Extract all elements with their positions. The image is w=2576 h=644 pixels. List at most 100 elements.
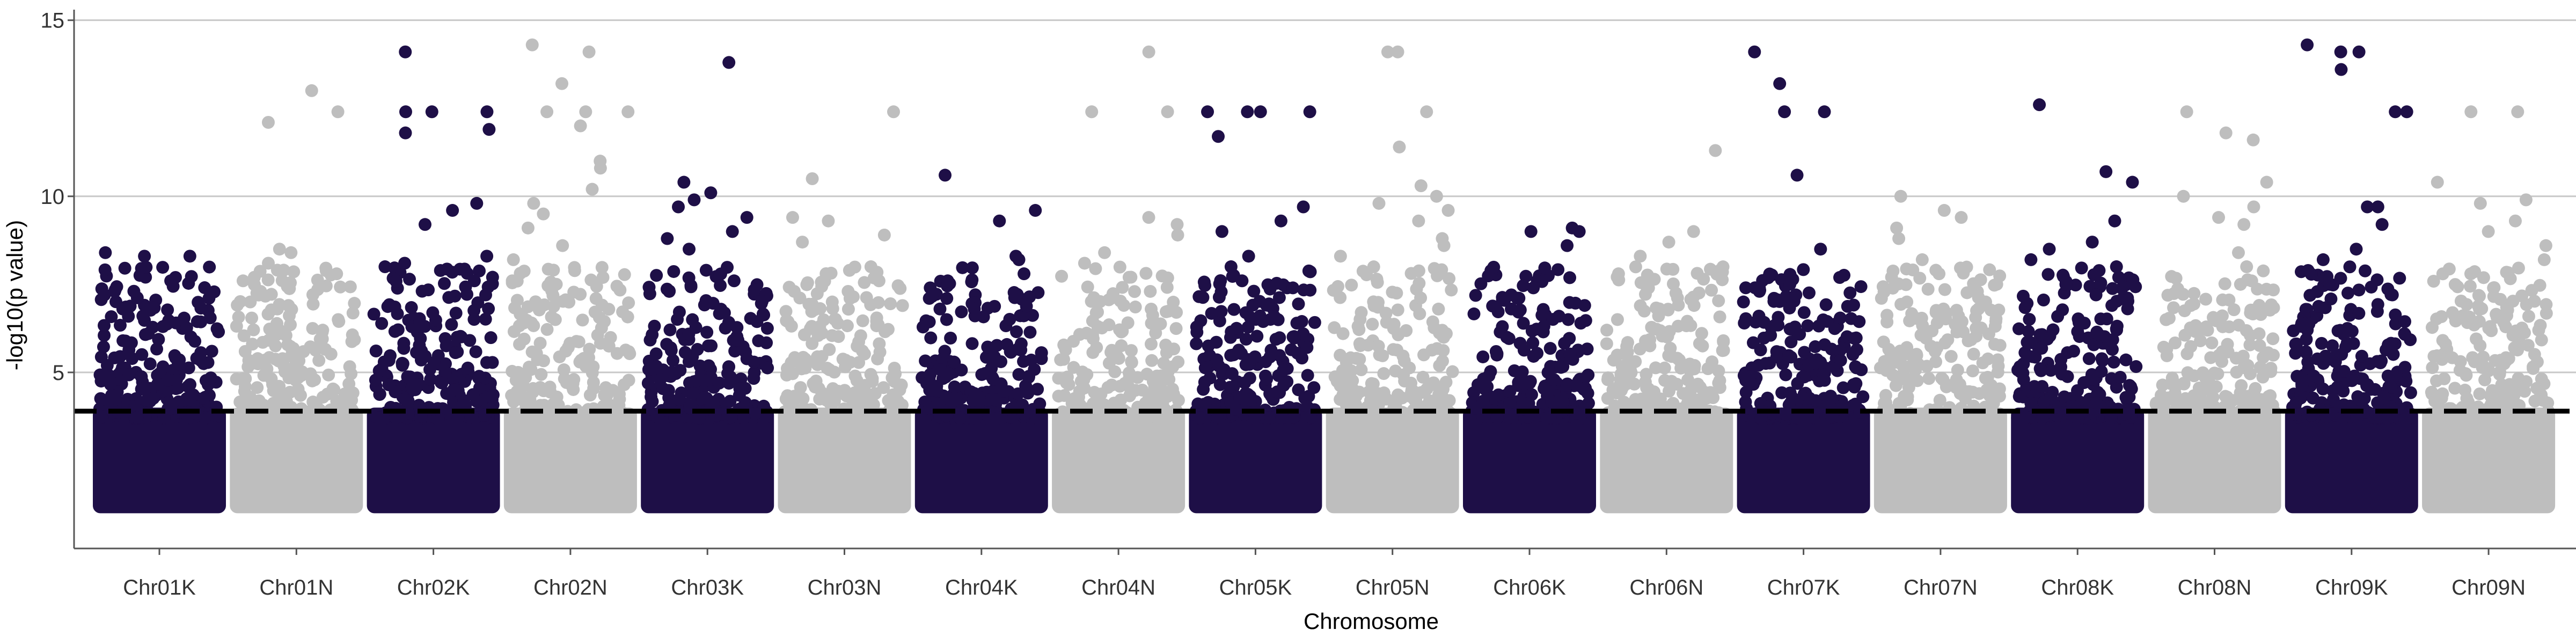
point bbox=[600, 389, 613, 402]
point bbox=[1712, 294, 1725, 308]
point-band-Chr05N bbox=[1326, 407, 1459, 514]
point bbox=[1848, 380, 1861, 394]
point bbox=[1058, 389, 1071, 402]
point bbox=[241, 360, 255, 374]
point bbox=[346, 412, 360, 425]
point bbox=[1432, 302, 1445, 316]
point bbox=[618, 268, 631, 281]
point bbox=[1147, 386, 1161, 399]
point bbox=[2352, 306, 2366, 320]
point-band-Chr01N bbox=[230, 407, 363, 514]
point-peak-Chr01K-6 bbox=[136, 309, 150, 323]
point bbox=[1793, 327, 1806, 341]
point-peak-Chr09K-11 bbox=[2323, 277, 2336, 291]
point bbox=[988, 299, 1001, 313]
point bbox=[1536, 303, 1550, 316]
point bbox=[1402, 412, 1415, 425]
point-peak-Chr06K-9 bbox=[1496, 320, 1509, 333]
point bbox=[277, 264, 290, 277]
point bbox=[2232, 318, 2245, 332]
point bbox=[2252, 327, 2266, 340]
point bbox=[2381, 411, 2394, 425]
point-peak-Chr05K-5 bbox=[1297, 200, 1310, 214]
point bbox=[1899, 278, 1913, 291]
point bbox=[1263, 350, 1277, 364]
point-peak-Chr02K-11 bbox=[378, 260, 392, 274]
point bbox=[2259, 392, 2273, 406]
point bbox=[1443, 272, 1456, 286]
point-band-Chr03K bbox=[641, 407, 774, 514]
point bbox=[2227, 303, 2241, 317]
point bbox=[283, 340, 297, 353]
point bbox=[2289, 338, 2302, 351]
point bbox=[690, 374, 703, 387]
point bbox=[2257, 264, 2270, 277]
point bbox=[2312, 299, 2325, 313]
point bbox=[1125, 356, 1138, 369]
point bbox=[1877, 285, 1891, 298]
point bbox=[841, 303, 855, 316]
point bbox=[1287, 410, 1301, 423]
point bbox=[1672, 298, 1685, 312]
point bbox=[1167, 296, 1180, 309]
point-peak-Chr02K-1 bbox=[399, 105, 412, 119]
point bbox=[1929, 304, 1943, 317]
point-band-Chr05K bbox=[1189, 407, 1322, 514]
point bbox=[1517, 343, 1531, 357]
x-tick-label-Chr09K: Chr09K bbox=[2315, 576, 2388, 599]
point bbox=[780, 314, 793, 327]
point bbox=[587, 376, 600, 389]
point bbox=[151, 377, 164, 391]
point bbox=[2497, 316, 2511, 329]
point bbox=[730, 321, 744, 334]
point bbox=[1229, 402, 1242, 416]
point bbox=[164, 402, 178, 415]
point-peak-Chr02K-9 bbox=[480, 250, 494, 263]
point bbox=[2021, 335, 2034, 349]
point-peak-Chr08N-8 bbox=[2231, 246, 2245, 259]
point bbox=[719, 321, 732, 335]
point bbox=[143, 357, 157, 371]
point-peak-Chr08K-9 bbox=[2059, 277, 2073, 291]
x-tick-label-Chr06K: Chr06K bbox=[1493, 576, 1566, 599]
point bbox=[304, 340, 317, 354]
point bbox=[451, 411, 465, 425]
point bbox=[2398, 315, 2412, 328]
point bbox=[2427, 349, 2441, 363]
point bbox=[324, 412, 338, 425]
point bbox=[546, 289, 560, 302]
point bbox=[2267, 283, 2280, 297]
point bbox=[2351, 390, 2365, 404]
point bbox=[583, 389, 597, 402]
point bbox=[2069, 279, 2082, 292]
point bbox=[2119, 353, 2133, 367]
point bbox=[1981, 352, 1995, 365]
point bbox=[1272, 291, 1286, 304]
point bbox=[1834, 354, 1847, 367]
point-peak-Chr04N-2 bbox=[1161, 105, 1174, 119]
point bbox=[885, 371, 899, 384]
point bbox=[965, 261, 979, 275]
point bbox=[2438, 347, 2451, 361]
point bbox=[1909, 312, 1923, 325]
point bbox=[238, 385, 251, 398]
point bbox=[722, 377, 736, 390]
point bbox=[113, 319, 127, 332]
point bbox=[1250, 330, 1264, 343]
point bbox=[1211, 411, 1224, 424]
point bbox=[1033, 397, 1046, 411]
point bbox=[595, 298, 609, 312]
point bbox=[287, 265, 301, 279]
point bbox=[1640, 368, 1653, 381]
point-peak-Chr07N-7 bbox=[1968, 284, 1982, 298]
point bbox=[1643, 333, 1657, 346]
point-band-Chr03N bbox=[778, 407, 911, 514]
point bbox=[1264, 411, 1277, 424]
point bbox=[1054, 353, 1067, 367]
point bbox=[2012, 390, 2026, 403]
point-peak-Chr07K-1 bbox=[1773, 77, 1787, 90]
point bbox=[2540, 306, 2553, 320]
point bbox=[2473, 303, 2486, 316]
point-peak-Chr07N-5 bbox=[1915, 253, 1929, 266]
point bbox=[2454, 294, 2468, 308]
